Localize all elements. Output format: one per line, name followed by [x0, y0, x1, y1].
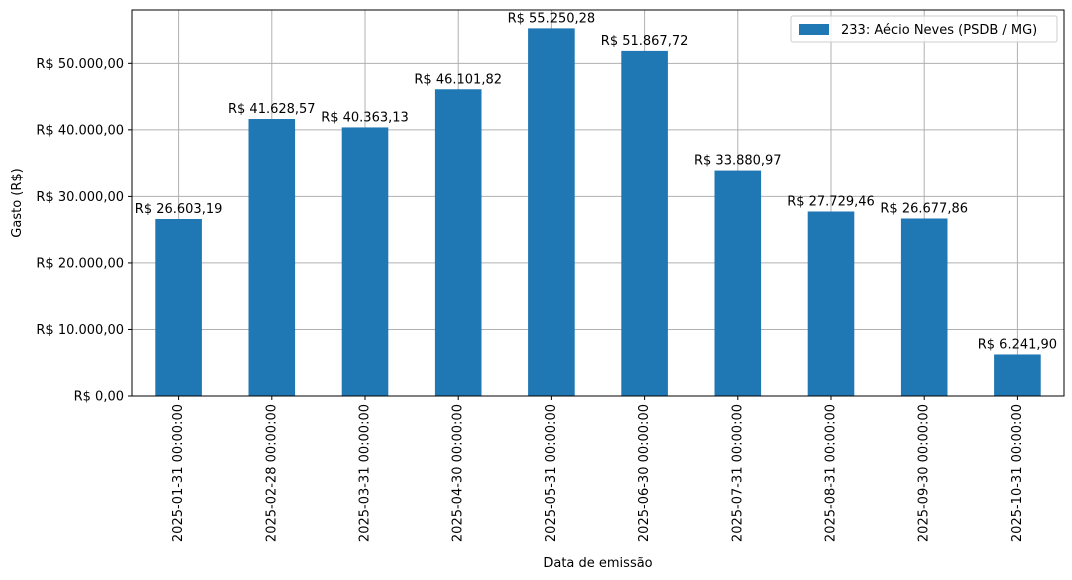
x-axis-ticks: 2025-01-31 00:00:00 2025-02-28 00:00:00 20… — [171, 396, 1025, 542]
bar-value-label: R$ 6.241,90 — [978, 337, 1057, 352]
x-tick-label: 2025-10-31 00:00:00 — [1010, 404, 1025, 542]
x-axis-label: Data de emissão — [543, 556, 652, 571]
bar — [621, 50, 668, 397]
bar — [807, 211, 855, 396]
bar-value-label: R$ 33.880,97 — [694, 154, 782, 169]
y-tick-label: R$ 0,00 — [74, 390, 124, 405]
bar-value-label: R$ 26.677,86 — [880, 201, 968, 216]
legend-box — [790, 15, 1058, 43]
bar — [714, 170, 762, 396]
bar-value-label: R$ 26.603,19 — [135, 202, 223, 217]
bar — [155, 218, 202, 396]
legend: 233: Aécio Neves (PSDB / MG) — [790, 15, 1058, 43]
bar-value-label: R$ 41.628,57 — [228, 102, 316, 117]
bar — [528, 28, 575, 397]
x-tick-label: 2025-07-31 00:00:00 — [730, 404, 745, 542]
bar-value-label: R$ 40.363,13 — [321, 110, 409, 125]
x-tick-label: 2025-09-30 00:00:00 — [917, 404, 932, 542]
bar-value-label: R$ 51.867,72 — [601, 34, 689, 49]
y-tick-label: R$ 40.000,00 — [36, 123, 124, 138]
bar-value-label: R$ 46.101,82 — [414, 72, 502, 87]
y-tick-label: R$ 10.000,00 — [36, 323, 124, 338]
x-tick-label: 2025-05-31 00:00:00 — [544, 404, 559, 542]
y-tick-label: R$ 50.000,00 — [36, 57, 124, 72]
x-tick-label: 2025-03-31 00:00:00 — [358, 404, 373, 542]
legend-label: 233: Aécio Neves (PSDB / MG) — [841, 23, 1037, 38]
bar — [994, 354, 1041, 396]
legend-swatch — [799, 24, 829, 35]
bar-value-label: R$ 27.729,46 — [787, 194, 875, 209]
x-tick-label: 2025-04-30 00:00:00 — [451, 404, 466, 542]
plot-frame — [131, 9, 1065, 397]
x-tick-label: 2025-01-31 00:00:00 — [171, 404, 186, 542]
x-tick-label: 2025-08-31 00:00:00 — [824, 404, 839, 542]
y-axis-label: Gasto (R$) — [10, 168, 25, 237]
bars — [155, 28, 1041, 397]
bar-value-labels: R$ 26.603,19 R$ 41.628,57 R$ 40.363,13 R$ 4… — [135, 11, 1057, 352]
y-tick-label: R$ 20.000,00 — [36, 256, 124, 271]
y-axis-ticks: R$ 0,00 R$ 10.000,00 R$ 20.000,00 R$ 30.000… — [36, 57, 132, 405]
bar — [434, 89, 482, 396]
bar — [900, 218, 948, 396]
y-tick-label: R$ 30.000,00 — [36, 190, 124, 205]
bar — [341, 127, 389, 396]
bar-value-label: R$ 55.250,28 — [508, 11, 596, 26]
bar — [248, 119, 296, 396]
x-tick-label: 2025-06-30 00:00:00 — [637, 404, 652, 542]
x-tick-label: 2025-02-28 00:00:00 — [264, 404, 279, 542]
